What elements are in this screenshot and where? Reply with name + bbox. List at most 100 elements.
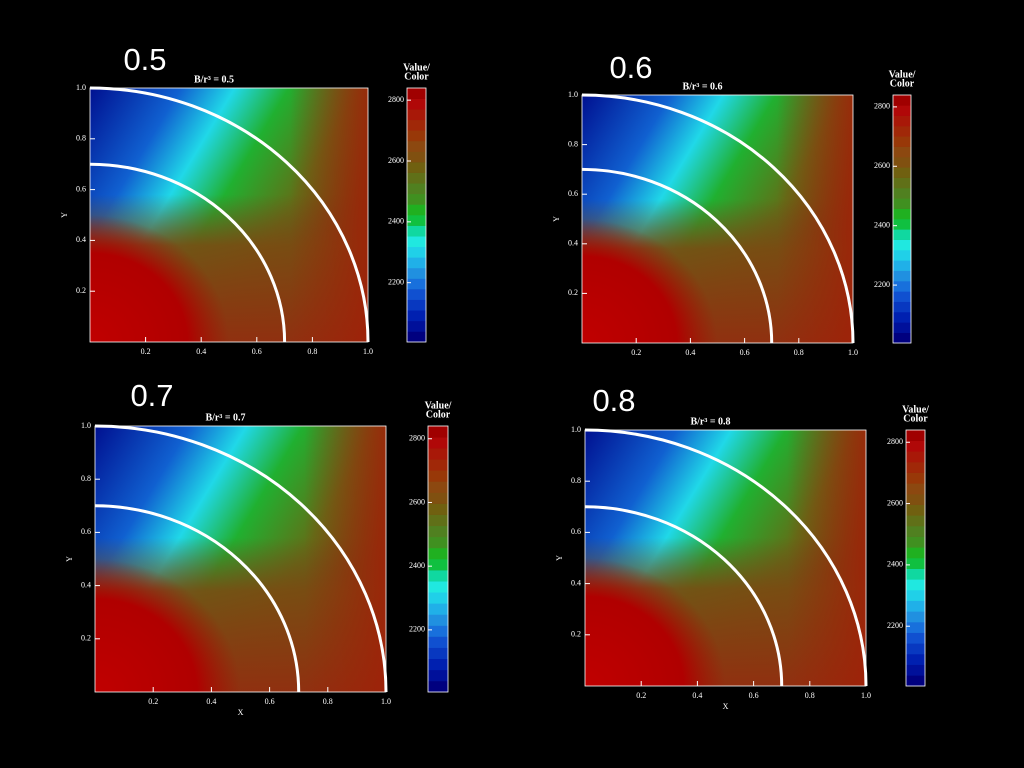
colorbar-band (906, 675, 925, 687)
colorbar-band (407, 204, 426, 216)
y-tick-label: 0.6 (81, 527, 91, 536)
colorbar-tick-label: 2400 (874, 221, 890, 230)
colorbar-band (906, 547, 925, 559)
y-tick-label: 1.0 (76, 83, 86, 92)
circle-boundary (89, 162, 287, 343)
colorbar-band (906, 558, 925, 569)
x-tick-label: 0.2 (141, 347, 151, 356)
colorbar-band (906, 462, 925, 473)
circle-boundary (581, 93, 855, 344)
colorbar-band (428, 426, 448, 438)
colorbar-tick-label: 2200 (887, 621, 903, 630)
colorbar-band (407, 310, 426, 322)
colorbar-band (893, 167, 911, 178)
colorbar-band (428, 514, 448, 527)
colorbar-band (906, 632, 925, 644)
colorbar-band (906, 643, 925, 655)
plot-title: B/r³ = 0.6 (682, 81, 722, 92)
y-tick-label: 0.2 (76, 286, 86, 295)
colorbar-band (407, 140, 426, 152)
colorbar-band (407, 119, 426, 131)
colorbar-band (906, 579, 925, 591)
colorbar-band (893, 301, 911, 313)
x-tick-label: 1.0 (381, 697, 391, 706)
x-tick-label: 0.6 (265, 697, 275, 706)
colorbar-band (428, 570, 448, 582)
colorbar-band (407, 257, 426, 269)
colorbar-title: Color (903, 413, 928, 424)
colorbar-band (407, 172, 426, 184)
colorbar-band (428, 614, 448, 626)
colorbar-band (906, 515, 925, 527)
colorbar-band (906, 664, 925, 676)
colorbar-band (407, 320, 426, 332)
colorbar-band (407, 151, 426, 163)
colorbar-band (428, 481, 448, 493)
colorbar-band (893, 208, 911, 220)
colorbar-tick-label: 2400 (388, 217, 404, 226)
colorbar-band (893, 312, 911, 323)
colorbar-band (428, 647, 448, 660)
colorbar-title: Color (404, 71, 429, 82)
colorbar-band (906, 451, 925, 463)
circle-boundary (581, 167, 774, 344)
panel-label: 0.5 (123, 42, 166, 77)
colorbar-frame (892, 94, 912, 344)
colorbar-band (893, 219, 911, 230)
x-tick-label: 1.0 (848, 348, 858, 357)
panel: 0.8 B/r³ = 0.8 0.2 0.4 0.6 0.8 1.0 0.2 0.4 0.6 0.8… (555, 383, 929, 711)
circle-boundary (94, 504, 301, 693)
y-tick-label: 0.8 (568, 139, 578, 148)
x-tick-label: 0.6 (740, 348, 750, 357)
colorbar-band (893, 250, 911, 261)
y-tick-label: 0.4 (568, 239, 578, 248)
colorbar-band (428, 470, 448, 482)
colorbar-band (893, 291, 911, 302)
colorbar-tick-label: 2200 (409, 625, 425, 634)
colorbar-band (893, 239, 911, 251)
plot-frame (94, 425, 387, 693)
colorbar-band (893, 322, 911, 333)
colorbar-band (428, 525, 448, 538)
colorbar-band (893, 177, 911, 189)
colorbar-band (428, 559, 448, 571)
x-tick-label: 1.0 (363, 347, 373, 356)
circle-boundary (89, 86, 370, 343)
colorbar-band (906, 568, 925, 580)
colorbar-title: Color (426, 409, 451, 420)
colorbar-band (407, 183, 426, 195)
colorbar-title: Value/ (403, 62, 430, 73)
y-tick-label: 0.6 (568, 189, 578, 198)
colorbar-tick-label: 2600 (388, 156, 404, 165)
y-tick-label: 1.0 (568, 90, 578, 99)
x-tick-label: 0.4 (196, 347, 206, 356)
colorbar-band (428, 658, 448, 671)
colorbar-band (407, 299, 426, 311)
colorbar-band (893, 188, 911, 199)
x-tick-label: 0.2 (636, 691, 646, 700)
colorbar-band (893, 332, 911, 344)
colorbar-band (407, 289, 426, 300)
colorbar-band (906, 483, 925, 495)
y-tick-label: 0.2 (571, 630, 581, 639)
colorbar-band (893, 157, 911, 168)
colorbar-band (893, 146, 911, 158)
colorbar-tick-label: 2600 (887, 498, 903, 507)
colorbar-frame (905, 429, 926, 687)
colorbar-band (906, 472, 925, 484)
colorbar-band (428, 547, 448, 560)
colorbar-band (893, 260, 911, 271)
colorbar-band (428, 437, 448, 449)
colorbar-band (428, 680, 448, 693)
colorbar-band (906, 600, 925, 612)
plot-frame (89, 87, 369, 343)
colorbar-band (407, 215, 426, 226)
x-axis-label: X (723, 702, 729, 711)
colorbar-band (407, 331, 426, 343)
x-tick-label: 0.4 (685, 348, 695, 357)
colorbar-band (906, 440, 925, 452)
y-tick-label: 0.8 (76, 134, 86, 143)
field-shading (95, 426, 386, 692)
colorbar-band (906, 622, 925, 633)
